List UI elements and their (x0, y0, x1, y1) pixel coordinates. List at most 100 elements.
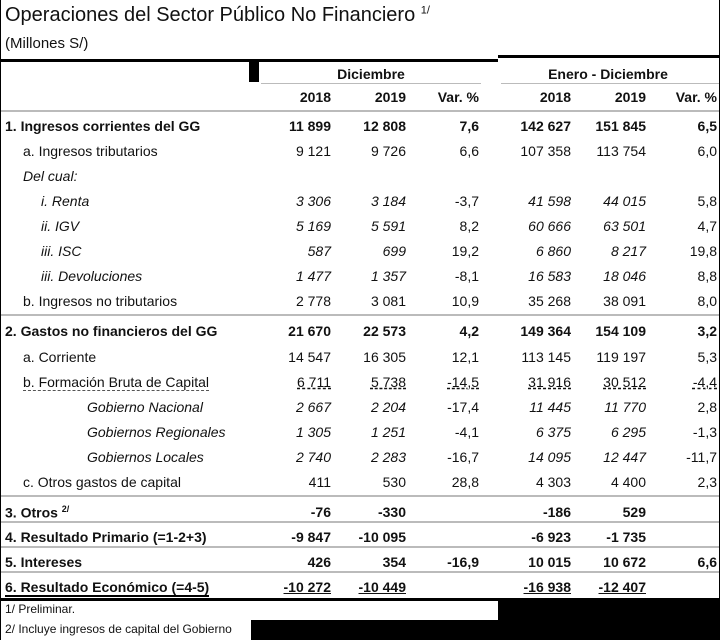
cell: 4 303 (535, 474, 571, 490)
col-dic-var: Var. % (437, 89, 479, 105)
row-label-text: 1. Ingresos corrientes del GG (5, 118, 201, 134)
title-text: Operaciones del Sector Público No Financ… (5, 4, 416, 26)
cell: 28,8 (451, 474, 479, 490)
row-label: b. Formación Bruta de Capital (23, 374, 209, 391)
row-label: ii. IGV (41, 218, 79, 234)
cell: 6,0 (697, 143, 717, 159)
table-row: a. Ingresos tributarios 9 121 9 726 6,6 107 … (1, 139, 719, 163)
header-marker (249, 60, 259, 82)
cell: 12 808 (363, 118, 406, 134)
cell: 154 109 (595, 323, 646, 339)
table-row: iii. ISC 587 699 19,2 6 860 8 217 19,8 (1, 239, 719, 263)
cell: -17,4 (447, 399, 479, 415)
table-row: a. Corriente 14 547 16 305 12,1 113 145 119 1… (1, 345, 719, 369)
cell: 113 754 (596, 143, 646, 159)
divider (1, 546, 719, 548)
cell: 41 598 (528, 193, 571, 209)
divider (1, 110, 719, 112)
cell: 3 306 (295, 193, 331, 209)
cell: 35 268 (528, 293, 571, 309)
row-label-text: c. Otros gastos de capital (23, 474, 181, 490)
cell: 14 095 (528, 449, 571, 465)
cell: 1 477 (295, 268, 331, 284)
col-ed-2019: 2019 (614, 89, 646, 105)
row-label: 6. Resultado Económico (=4-5) (5, 579, 210, 597)
top-rule-right (498, 55, 719, 58)
column-header-row: 2018 2019 Var. % 2018 2019 Var. % (1, 85, 719, 109)
cell: 31 916 (528, 374, 571, 390)
cell: -76 (310, 504, 331, 520)
cell: 6 860 (535, 243, 571, 259)
row-label: 2. Gastos no financieros del GG (5, 323, 217, 339)
row-label: iii. ISC (41, 243, 81, 259)
col-ed-2018: 2018 (539, 89, 571, 105)
cell: 8,8 (697, 268, 717, 284)
cell: 21 670 (288, 323, 331, 339)
row-label: Gobierno Nacional (87, 399, 203, 415)
row-label: c. Otros gastos de capital (23, 474, 181, 490)
row-label-text: b. Formación Bruta de Capital (23, 374, 209, 391)
row-label-text: a. Corriente (23, 349, 97, 365)
row-label-text: Gobierno Nacional (87, 399, 203, 415)
cell: 1 357 (370, 268, 406, 284)
cell: 530 (382, 474, 406, 490)
row-label: a. Corriente (23, 349, 96, 365)
cell: -10 272 (283, 579, 331, 595)
cell: 2 283 (370, 449, 406, 465)
table-row: 4. Resultado Primario (=1-2+3) -9 847 -10 … (1, 525, 719, 549)
bottom-rule (1, 598, 719, 601)
cell: 5 169 (295, 218, 331, 234)
title-note: 1/ (420, 4, 430, 17)
cell: -16 938 (523, 579, 571, 595)
cell: 19,2 (451, 243, 479, 259)
cell: 6,6 (459, 143, 479, 159)
group-diciembre: Diciembre (337, 66, 405, 82)
row-label: b. Ingresos no tributarios (23, 293, 177, 309)
cell: -330 (377, 504, 406, 520)
cell: 11 770 (604, 399, 646, 415)
cell: 5 591 (370, 218, 406, 234)
table-row: 5. Intereses 426 354 -16,9 10 015 10 672 6,6 (1, 550, 719, 574)
cell: 151 845 (595, 118, 646, 134)
cell: 6,5 (697, 118, 717, 134)
cell: 1 305 (295, 424, 331, 440)
divider (1, 521, 719, 523)
cell: 6 711 (297, 374, 331, 390)
cell: 113 145 (521, 349, 571, 365)
row-label: Del cual: (23, 168, 77, 184)
subtitle: (Millones S/) (5, 35, 89, 52)
cell: 16 583 (528, 268, 571, 284)
row-label: Gobiernos Locales (87, 449, 204, 465)
redaction-block (251, 620, 501, 640)
table-row: 1. Ingresos corrientes del GG 11 899 12 80… (1, 114, 719, 138)
cell: 44 015 (603, 193, 646, 209)
cell: 2 778 (295, 293, 331, 309)
cell: 6,6 (697, 554, 717, 570)
cell: 411 (308, 474, 331, 490)
table-row: 6. Resultado Económico (=4-5) -10 272 -10 … (1, 575, 719, 599)
cell: 14 547 (288, 349, 331, 365)
cell: 6 295 (610, 424, 646, 440)
cell: -12 407 (598, 579, 646, 595)
group-rule (501, 83, 719, 84)
row-label-text: 5. Intereses (5, 554, 83, 570)
table-row: 3. Otros 2/ -76 -330 -186 529 (1, 500, 719, 524)
divider (1, 571, 719, 573)
cell: 18 046 (603, 268, 646, 284)
table-row: b. Ingresos no tributarios 2 778 3 081 10,9… (1, 289, 719, 313)
cell: 8,2 (459, 218, 479, 234)
table-row: Gobierno Nacional 2 667 2 204 -17,4 11 445 11… (1, 395, 719, 419)
table-row: Gobiernos Regionales 1 305 1 251 -4,1 6 375 6… (1, 420, 719, 444)
cell: 142 627 (520, 118, 571, 134)
col-dic-2019: 2019 (374, 89, 406, 105)
cell: -11,7 (686, 449, 717, 465)
row-label-text: iii. ISC (41, 243, 82, 259)
row-label-text: 2. Gastos no financieros del GG (5, 323, 218, 339)
page-title: Operaciones del Sector Público No Financ… (5, 4, 430, 27)
cell: 10 672 (603, 554, 646, 570)
group-enero-diciembre: Enero - Diciembre (548, 66, 668, 82)
cell: -1,3 (692, 424, 717, 440)
cell: 2 740 (295, 449, 331, 465)
row-label: iii. Devoluciones (41, 268, 142, 284)
